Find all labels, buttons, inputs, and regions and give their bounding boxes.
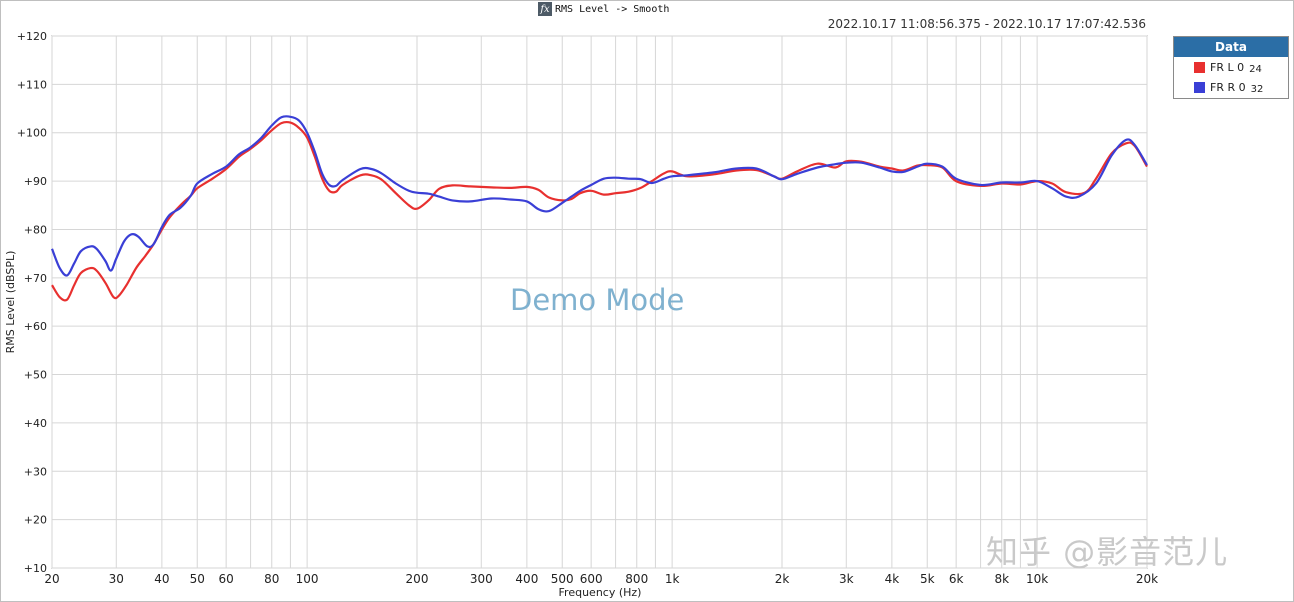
x-tick-label: 4k (885, 572, 900, 586)
legend-swatch-blue (1194, 81, 1205, 93)
x-tick-label: 60 (219, 572, 234, 586)
x-tick-label: 400 (515, 572, 538, 586)
x-tick-label: 10k (1026, 572, 1048, 586)
y-tick-label: +20 (24, 514, 47, 527)
x-tick-label: 8k (994, 572, 1009, 586)
x-tick-label: 30 (109, 572, 124, 586)
x-axis-title: Frequency (Hz) (559, 586, 642, 599)
y-tick-label: +90 (24, 175, 47, 188)
fx-icon: fx (538, 2, 552, 16)
y-tick-label: +10 (24, 562, 47, 575)
y-axis-ticks: +10 +20 +30 +40 +50 +60 +70 +80 +90 +100 +110 +120 (17, 30, 47, 575)
legend-label: FR L 0 (1210, 60, 1245, 74)
x-tick-label: 50 (190, 572, 205, 586)
y-tick-label: +120 (17, 30, 47, 43)
grid-lines (51, 35, 1148, 569)
y-tick-label: +80 (24, 223, 47, 236)
y-tick-label: +60 (24, 320, 47, 333)
x-tick-label: 20k (1136, 572, 1158, 586)
y-tick-label: +110 (17, 78, 47, 91)
legend-label: FR R 0 (1210, 80, 1246, 94)
x-tick-label: 40 (154, 572, 169, 586)
x-tick-label: 800 (625, 572, 648, 586)
title-bar: fx RMS Level -> Smooth (538, 1, 669, 17)
y-tick-label: +50 (24, 369, 47, 382)
chart-title: RMS Level -> Smooth (555, 3, 670, 15)
x-tick-label: 6k (949, 572, 964, 586)
x-axis-ticks: 20 30 40 50 60 80 100 200 300 400 500 600 800 1k 2k 3k 4… (44, 572, 1158, 586)
legend-item-fr-r[interactable]: FR R 0 32 (1174, 77, 1288, 97)
legend-panel: Data FR L 0 24 FR R 0 32 (1173, 36, 1289, 99)
series-group (50, 115, 1148, 302)
x-tick-label: 80 (264, 572, 279, 586)
y-tick-label: +30 (24, 465, 47, 478)
series-line-fr-r-0 (50, 115, 1148, 277)
y-tick-label: +40 (24, 417, 47, 430)
demo-mode-watermark: Demo Mode (510, 283, 685, 317)
y-tick-label: +70 (24, 272, 47, 285)
x-tick-label: 20 (44, 572, 59, 586)
y-axis-title: RMS Level (dBSPL) (4, 251, 17, 354)
x-tick-label: 200 (406, 572, 429, 586)
x-tick-label: 500 (551, 572, 574, 586)
legend-swatch-red (1194, 61, 1205, 73)
x-tick-label: 1k (665, 572, 680, 586)
x-tick-label: 3k (839, 572, 854, 586)
plot-area (51, 35, 1148, 569)
legend-item-fr-l[interactable]: FR L 0 24 (1174, 57, 1288, 77)
x-tick-label: 5k (920, 572, 935, 586)
x-tick-label: 100 (296, 572, 319, 586)
measurement-timestamp: 2022.10.17 11:08:56.375 - 2022.10.17 17:… (827, 17, 1146, 31)
legend-title: Data (1174, 37, 1288, 57)
legend-count: 32 (1250, 83, 1264, 95)
x-tick-label: 600 (580, 572, 603, 586)
author-credit-watermark: 知乎 @影音范儿 (986, 533, 1229, 571)
x-tick-label: 300 (470, 572, 493, 586)
x-tick-label: 2k (775, 572, 790, 586)
y-tick-label: +100 (17, 127, 47, 140)
legend-count: 24 (1249, 63, 1262, 75)
